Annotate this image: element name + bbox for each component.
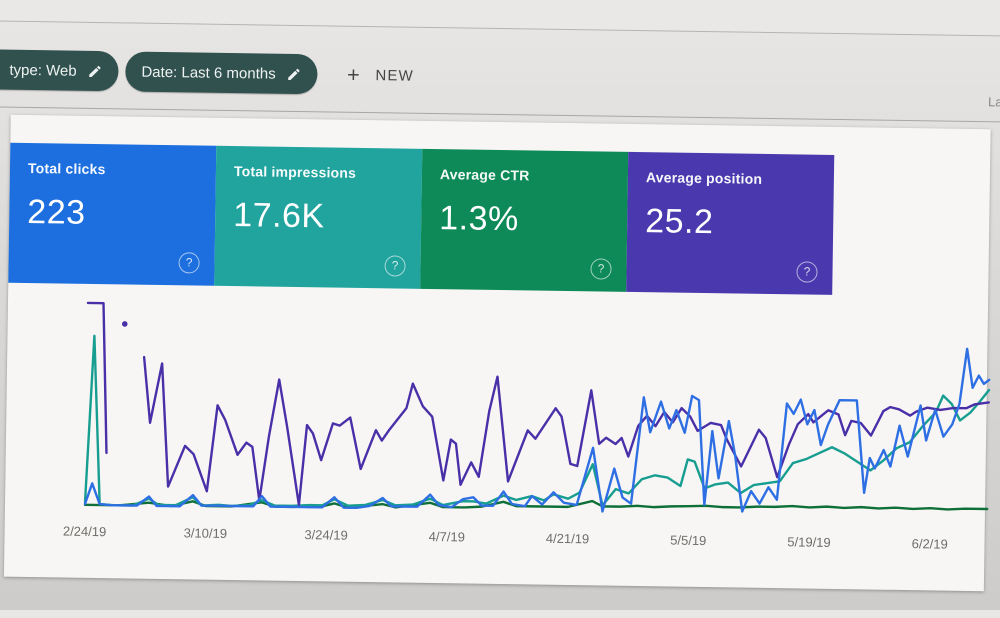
- plus-icon: [344, 66, 362, 84]
- series-impressions-point: [121, 321, 128, 327]
- date-range-chip-label: Date: Last 6 months: [141, 63, 276, 83]
- new-filter-button-label: NEW: [375, 66, 415, 85]
- topbar-right-clipped-text: La: [987, 94, 1000, 110]
- series-impressions-line: [86, 301, 108, 455]
- series-clicks-line: [83, 347, 991, 513]
- edit-pencil-icon: [88, 63, 103, 78]
- series-impressions-line: [142, 355, 990, 507]
- x-axis-label: 5/19/19: [787, 534, 831, 550]
- x-axis-label: 3/10/19: [183, 525, 228, 541]
- x-axis-label: 2/24/19: [62, 523, 107, 540]
- x-axis-label: 4/21/19: [545, 530, 590, 547]
- series-ctr-line: [83, 334, 991, 508]
- x-axis-label: 3/24/19: [304, 527, 348, 543]
- search-type-chip-label: type: Web: [9, 61, 77, 80]
- performance-panel: Total clicks 223 ? Total impressions 17.…: [3, 114, 991, 592]
- x-axis-label: 5/5/19: [670, 532, 707, 549]
- performance-line-chart: [83, 301, 991, 513]
- date-range-filter-chip[interactable]: Date: Last 6 months: [125, 51, 318, 95]
- search-type-filter-chip[interactable]: type: Web: [0, 49, 119, 92]
- x-axis-label: 4/7/19: [428, 528, 465, 545]
- edit-pencil-icon: [287, 66, 302, 81]
- new-filter-button[interactable]: NEW: [344, 61, 414, 90]
- x-axis-label: 6/2/19: [911, 536, 948, 552]
- top-header-strip: [0, 0, 1000, 37]
